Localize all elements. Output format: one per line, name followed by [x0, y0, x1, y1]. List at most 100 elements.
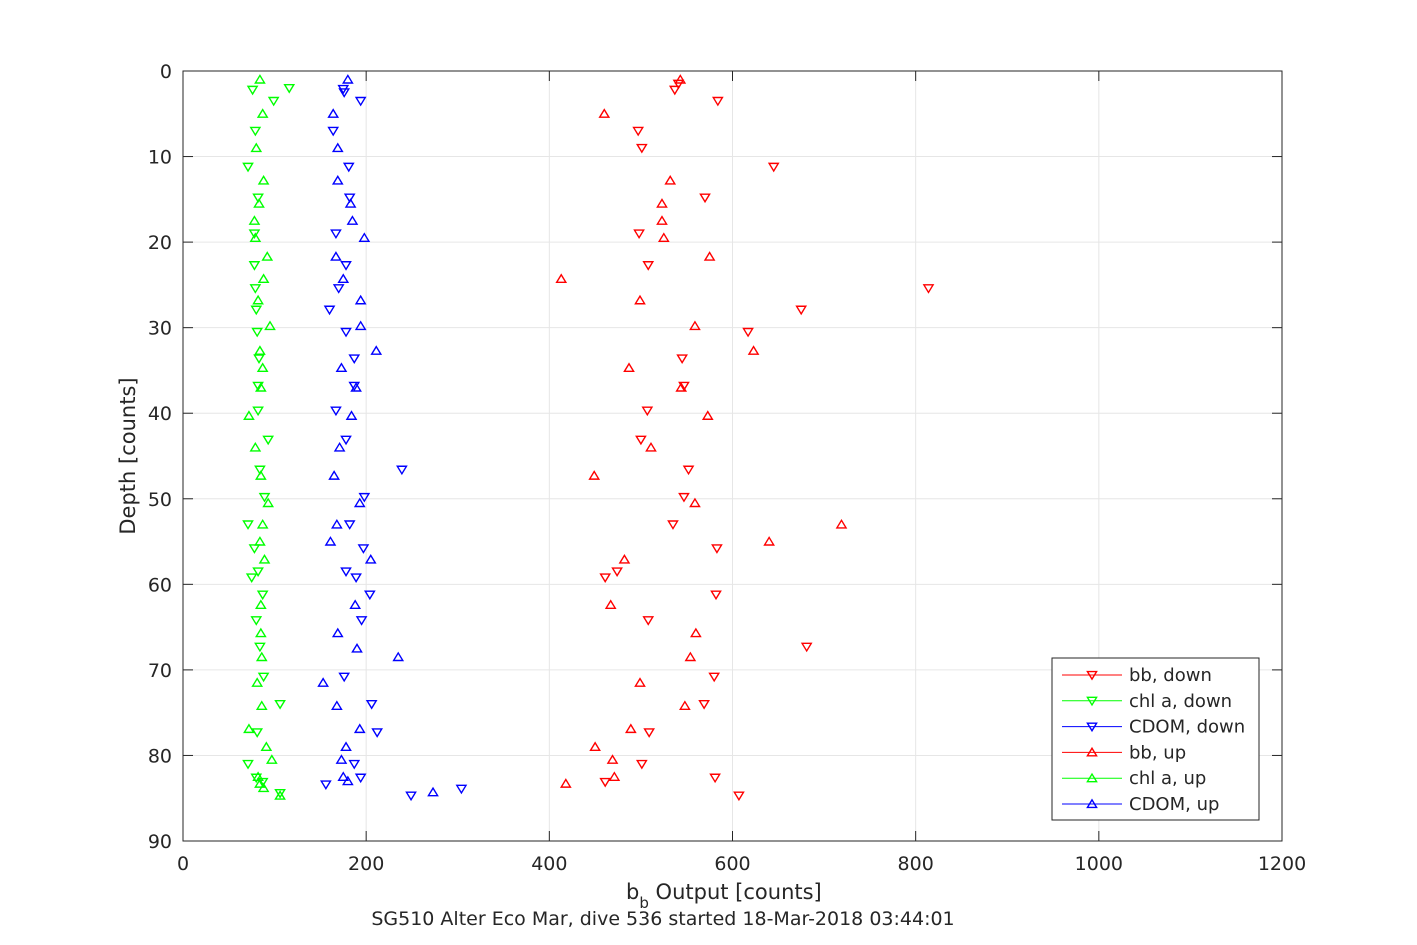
data-point	[353, 723, 366, 734]
data-point	[342, 775, 354, 786]
data-point	[643, 728, 656, 738]
data-point	[274, 699, 286, 710]
data-point	[330, 406, 342, 417]
data-point	[254, 778, 266, 788]
data-point	[365, 699, 378, 710]
data-point	[249, 441, 262, 452]
data-point	[635, 143, 648, 154]
data-point	[261, 251, 274, 261]
data-point	[664, 175, 677, 185]
data-point	[835, 518, 848, 529]
data-point	[678, 381, 690, 392]
data-point	[642, 616, 655, 626]
x-tick-label: 800	[898, 853, 934, 875]
data-point	[712, 96, 724, 107]
data-point	[274, 788, 286, 799]
data-point	[254, 536, 266, 546]
data-point	[249, 126, 262, 137]
data-point	[338, 88, 351, 98]
data-point	[342, 74, 354, 84]
data-point	[340, 435, 352, 446]
legend-marker	[1086, 670, 1098, 681]
data-point	[256, 590, 269, 601]
data-point	[324, 536, 337, 546]
data-point	[455, 784, 468, 795]
data-point	[248, 261, 261, 271]
data-point	[348, 759, 361, 770]
data-point	[242, 162, 254, 173]
data-point	[255, 651, 268, 662]
data-point	[251, 327, 264, 338]
data-point	[363, 590, 376, 601]
data-point	[668, 85, 681, 96]
data-point	[252, 406, 264, 417]
data-point	[340, 567, 352, 577]
data-markers	[242, 74, 935, 802]
x-axis-label-subscript: b	[639, 894, 649, 912]
data-point	[350, 382, 362, 392]
x-tick-label: 400	[531, 853, 567, 875]
data-point	[317, 677, 329, 687]
data-point	[364, 554, 377, 564]
data-point	[258, 492, 271, 503]
data-point	[251, 728, 264, 738]
data-point	[338, 672, 351, 683]
data-point	[747, 345, 760, 355]
data-point	[709, 773, 721, 784]
data-point	[656, 198, 668, 208]
data-point	[331, 700, 343, 710]
legend-box	[1051, 657, 1260, 821]
series-0	[599, 79, 935, 802]
data-point	[698, 699, 710, 710]
data-point	[330, 229, 342, 240]
y-tick-label: 10	[148, 147, 172, 169]
y-tick-label: 30	[148, 318, 172, 340]
data-point	[703, 251, 716, 261]
legend-marker	[1086, 722, 1098, 733]
legend-marker	[1086, 746, 1098, 757]
data-point	[340, 261, 352, 271]
data-point	[733, 791, 745, 802]
data-point	[252, 771, 264, 781]
data-point	[358, 232, 371, 242]
data-point	[335, 754, 348, 764]
data-point	[256, 777, 269, 788]
data-point	[632, 126, 645, 137]
data-point	[328, 470, 340, 480]
x-tick-label: 200	[348, 853, 384, 875]
data-point	[682, 465, 695, 476]
data-point	[267, 96, 280, 107]
legend-label: bb, up	[1129, 742, 1186, 763]
data-point	[250, 142, 263, 153]
data-point	[689, 320, 701, 331]
data-point	[427, 786, 439, 797]
data-point	[332, 284, 345, 294]
data-point	[255, 470, 267, 480]
data-point	[618, 554, 631, 564]
data-point	[608, 771, 621, 781]
data-point	[690, 627, 702, 638]
data-point	[256, 108, 269, 118]
data-point	[689, 497, 701, 508]
y-tick-label: 80	[148, 745, 172, 767]
data-point	[742, 327, 754, 338]
data-point	[254, 642, 266, 653]
data-point	[604, 599, 617, 610]
data-point	[405, 791, 417, 802]
data-point	[257, 672, 270, 683]
data-point	[331, 175, 344, 185]
data-point	[672, 79, 685, 90]
data-point	[344, 198, 357, 208]
data-point	[555, 273, 568, 284]
series-5	[317, 74, 439, 797]
data-point	[331, 518, 343, 529]
data-point	[331, 142, 344, 153]
data-point	[588, 470, 601, 480]
legend-label: bb, down	[1129, 665, 1212, 686]
data-point	[248, 544, 261, 554]
y-axis-label: Depth [counts]	[116, 377, 140, 534]
x-tick-label: 1200	[1258, 853, 1306, 875]
data-point	[699, 193, 711, 204]
grid-lines	[183, 71, 1282, 841]
